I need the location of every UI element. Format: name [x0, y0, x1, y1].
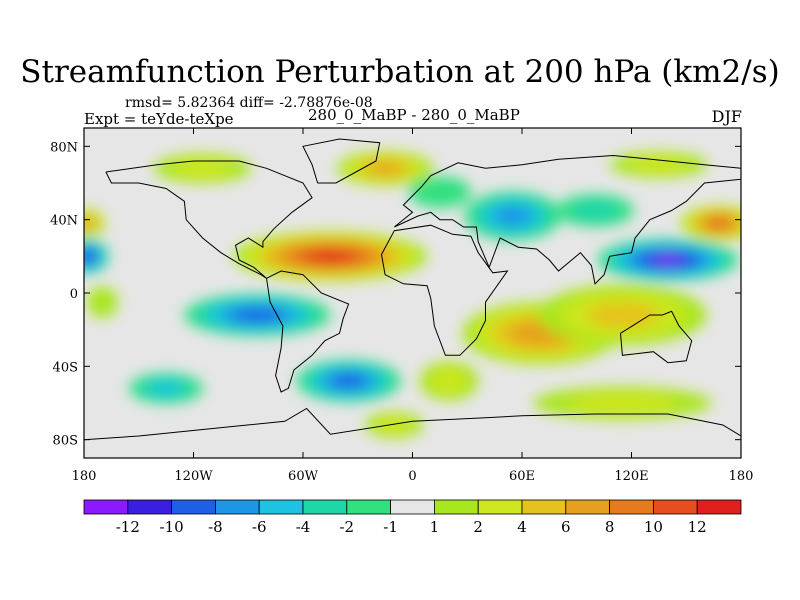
colorbar-swatch-6: [346, 499, 391, 515]
case-label: 280_0_MaBP - 280_0_MaBP: [308, 106, 520, 124]
coastline-antarctica: [84, 407, 741, 441]
colorbar-swatch-9: [477, 499, 523, 515]
anomaly-17: [597, 238, 739, 282]
anomaly-6: [84, 209, 105, 238]
colorbar-swatch-2: [171, 499, 216, 515]
colorbar-label-5: -2: [339, 518, 354, 536]
colorbar-swatch-3: [214, 499, 260, 515]
chart-title: Streamfunction Perturbation at 200 hPa (…: [20, 54, 780, 90]
anomaly-14: [296, 359, 401, 403]
colorbar-swatch-8: [433, 499, 479, 515]
colorbar-swatch-5: [302, 499, 348, 515]
anomaly-11: [419, 361, 479, 401]
colorbar-swatch-10: [521, 499, 567, 515]
anomaly-9: [533, 386, 712, 420]
anomaly-1: [233, 231, 428, 282]
colorbar-label-13: 12: [688, 518, 707, 536]
colorbar-label-10: 6: [561, 518, 571, 536]
colorbar-swatch-7: [390, 499, 435, 515]
stats-label: rmsd= 5.82364 diff= -2.78876e-08: [125, 95, 373, 111]
x-tick-label-4: 60E: [509, 469, 535, 484]
colorbar-label-6: -1: [383, 518, 398, 536]
season-label: DJF: [711, 107, 742, 126]
x-tick-label-6: 180: [729, 469, 754, 484]
anomaly-15: [129, 373, 204, 404]
colorbar-swatch-14: [696, 499, 742, 515]
y-tick-label-1: 40N: [50, 214, 78, 229]
anomaly-13: [184, 293, 331, 337]
colorbar-label-0: -12: [116, 518, 140, 536]
x-tick-label-1: 120W: [174, 469, 213, 484]
coastline-north-america: [105, 160, 313, 279]
colorbar-label-1: -10: [160, 518, 184, 536]
x-tick-label-0: 180: [72, 469, 97, 484]
anomaly-3: [153, 153, 252, 183]
y-tick-label-2: 0: [70, 287, 78, 302]
anomaly-8: [538, 284, 707, 346]
anomaly-16: [464, 191, 562, 241]
colorbar-swatch-4: [258, 499, 304, 515]
y-tick-label-4: 80S: [53, 434, 78, 449]
anomaly-12: [86, 286, 118, 318]
anomaly-4: [610, 151, 708, 178]
coastline-australia: [620, 310, 693, 364]
anomaly-18: [556, 194, 634, 227]
colorbar-label-2: -8: [208, 518, 223, 536]
colorbar-swatch-0: [83, 499, 129, 515]
x-tick-label-3: 0: [408, 469, 416, 484]
colorbar-swatch-13: [653, 499, 698, 515]
anomaly-20: [84, 238, 109, 274]
colorbar-swatch-11: [565, 499, 610, 515]
colorbar-label-12: 10: [644, 518, 663, 536]
colorbar-label-4: -4: [296, 518, 311, 536]
colorbar-label-3: -6: [252, 518, 267, 536]
y-tick-label-0: 80N: [50, 140, 78, 155]
x-tick-label-2: 60W: [288, 469, 319, 484]
coastline-south-america: [266, 270, 350, 393]
anomaly-2: [337, 151, 434, 186]
experiment-label: Expt = teYde-teXpe: [84, 110, 234, 128]
anomaly-5: [680, 205, 741, 241]
anomaly-10: [365, 411, 424, 439]
colorbar-label-7: 1: [430, 518, 440, 536]
colorbar-label-11: 8: [605, 518, 615, 536]
x-tick-label-5: 120E: [614, 469, 648, 484]
coastline-eurasia: [393, 154, 741, 285]
anomaly-19: [408, 176, 472, 208]
colorbar-swatch-1: [127, 499, 173, 515]
coastline-africa: [381, 224, 509, 356]
colorbar-swatch-12: [609, 499, 654, 515]
coastline-greenland: [302, 138, 381, 184]
colorbar-label-9: 4: [517, 518, 527, 536]
y-tick-label-3: 40S: [53, 360, 78, 375]
colorbar-label-8: 2: [473, 518, 483, 536]
